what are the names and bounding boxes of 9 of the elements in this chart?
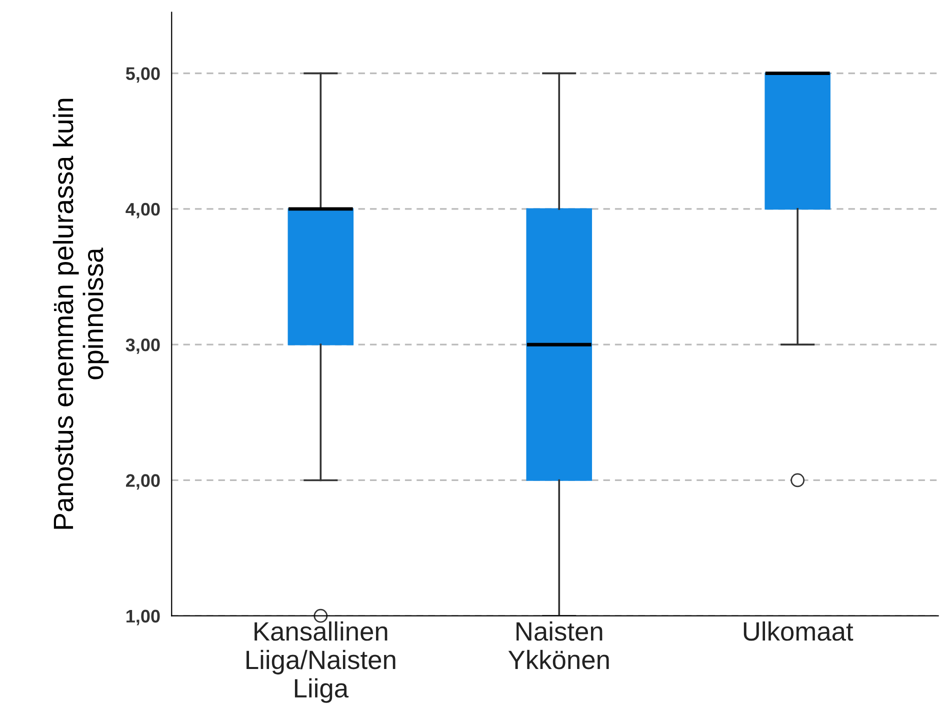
y-tick-label: 5,00 xyxy=(126,67,160,83)
y-tick-label: 2,00 xyxy=(126,474,160,490)
y-axis-title: Panostus enemmän pelurassa kuin opinnoissa xyxy=(52,98,109,529)
x-tick-label: Naisten Ykkönen xyxy=(508,621,609,670)
x-tick-label: Kansallinen Liiga/Naisten Liiga xyxy=(246,621,396,703)
y-tick-label: 3,00 xyxy=(126,338,160,354)
x-tick-label: Ulkomaat xyxy=(744,621,854,641)
y-tick-label: 1,00 xyxy=(126,610,160,626)
y-tick-label: 4,00 xyxy=(126,202,160,218)
